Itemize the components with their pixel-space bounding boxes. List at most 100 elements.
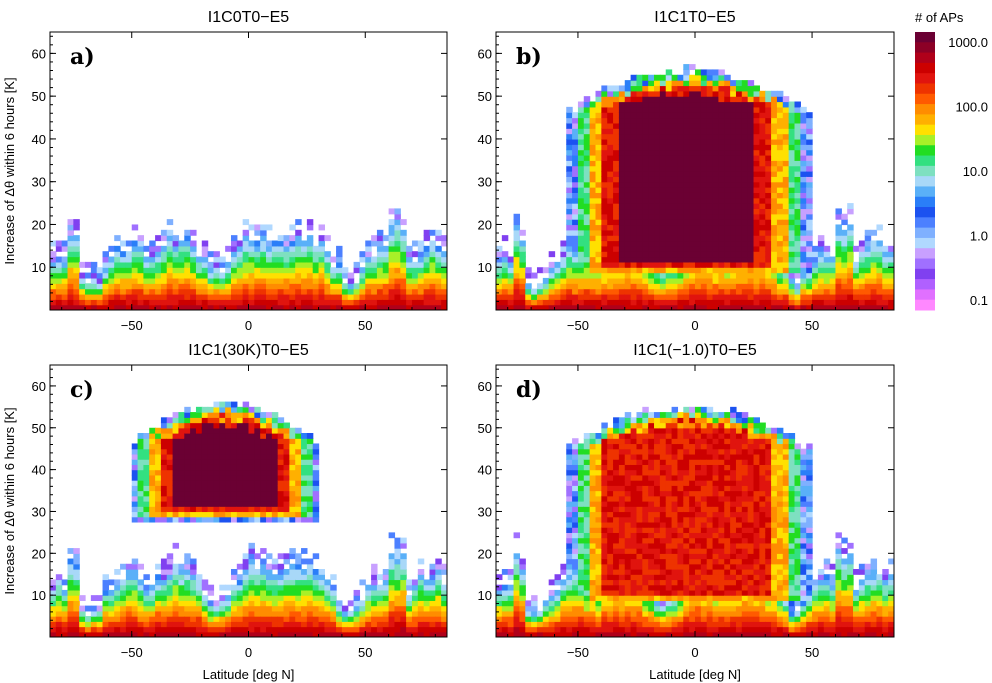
heatmap-cell: [102, 299, 109, 306]
heatmap-cell: [753, 117, 760, 124]
heatmap-cell: [172, 485, 180, 492]
heatmap-cell: [382, 584, 390, 591]
heatmap-cell: [613, 197, 620, 204]
heatmap-cell: [394, 600, 401, 607]
heatmap-cell: [207, 272, 215, 279]
heatmap-cell: [577, 106, 585, 113]
heatmap-cell: [888, 288, 894, 295]
heatmap-cell: [411, 626, 419, 633]
heatmap-cell: [423, 256, 431, 263]
heatmap-cell: [782, 267, 790, 274]
heatmap-cell: [695, 122, 702, 129]
heatmap-cell: [501, 605, 509, 612]
heatmap-cell: [712, 128, 720, 135]
heatmap-cell: [572, 542, 579, 549]
heatmap-cell: [583, 506, 591, 513]
heatmap-cell: [160, 569, 168, 575]
heatmap-cell: [283, 304, 290, 310]
heatmap-cell: [254, 277, 261, 284]
heatmap-cell: [613, 176, 620, 183]
heatmap-cell: [747, 304, 755, 310]
heatmap-cell: [114, 595, 121, 601]
heatmap-cell: [501, 272, 509, 279]
heatmap-cell: [794, 224, 801, 231]
heatmap-cell: [572, 261, 579, 268]
heatmap-cell: [137, 251, 145, 258]
heatmap-cell: [190, 610, 197, 617]
heatmap-cell: [306, 600, 314, 607]
heatmap-cell: [184, 610, 191, 617]
heatmap-cell: [388, 235, 396, 242]
x-tick-label: −50: [567, 318, 589, 333]
heatmap-cell: [178, 261, 185, 268]
heatmap-cell: [718, 240, 725, 247]
heatmap-cell: [659, 96, 667, 103]
heatmap-cell: [236, 304, 244, 310]
heatmap-cell: [108, 277, 115, 284]
heatmap-cell: [654, 85, 661, 92]
heatmap-cell: [207, 261, 215, 268]
heatmap-cell: [155, 480, 162, 486]
heatmap-cell: [601, 192, 608, 199]
heatmap-cell: [178, 569, 185, 575]
heatmap-cell: [388, 569, 396, 575]
heatmap-cell: [254, 304, 261, 310]
heatmap-cell: [496, 277, 503, 284]
heatmap-cell: [394, 616, 401, 622]
heatmap-cell: [336, 621, 343, 628]
heatmap-cell: [566, 213, 573, 220]
heatmap-cell: [213, 459, 220, 465]
heatmap-cell: [50, 616, 57, 622]
heatmap-cell: [417, 600, 425, 607]
heatmap-cell: [741, 240, 749, 247]
heatmap-cell: [400, 251, 407, 258]
heatmap-cell: [519, 267, 526, 274]
heatmap-cell: [406, 579, 413, 586]
heatmap-cell: [700, 96, 708, 103]
heatmap-cell: [289, 304, 296, 310]
heatmap-cell: [266, 293, 273, 300]
heatmap-cell: [195, 453, 203, 460]
heatmap-cell: [365, 584, 372, 591]
heatmap-cell: [271, 304, 279, 310]
heatmap-cell: [776, 90, 784, 97]
heatmap-cell: [753, 251, 760, 258]
heatmap-cell: [330, 288, 337, 295]
heatmap-cell: [624, 90, 632, 97]
heatmap-cell: [441, 261, 447, 268]
heatmap-cell: [277, 256, 285, 263]
heatmap-cell: [507, 605, 515, 612]
heatmap-cell: [429, 631, 436, 637]
heatmap-cell: [406, 277, 413, 284]
heatmap-cell: [771, 165, 778, 172]
heatmap-cell: [730, 235, 737, 242]
heatmap-cell: [96, 288, 104, 295]
heatmap-cell: [683, 251, 690, 258]
heatmap-cell: [519, 574, 526, 581]
heatmap-cell: [166, 267, 174, 274]
heatmap-cell: [735, 176, 743, 183]
heatmap-cell: [677, 229, 684, 236]
heatmap-cell: [137, 501, 145, 507]
heatmap-cell: [648, 112, 655, 119]
heatmap-cell: [870, 299, 878, 306]
heatmap-cell: [184, 256, 191, 263]
heatmap-cell: [295, 626, 302, 633]
heatmap-cell: [741, 277, 749, 284]
heatmap-cell: [166, 427, 174, 434]
heatmap-cell: [589, 283, 597, 290]
heatmap-cell: [560, 277, 567, 284]
heatmap-cell: [213, 448, 220, 455]
heatmap-cell: [700, 176, 708, 183]
heatmap-cell: [589, 548, 597, 554]
heatmap-cell: [90, 595, 98, 601]
heatmap-cell: [190, 412, 197, 418]
heatmap-cell: [172, 474, 180, 481]
heatmap-cell: [271, 422, 279, 429]
heatmap-cell: [589, 574, 597, 581]
heatmap-cell: [429, 261, 436, 268]
heatmap-cell: [759, 256, 766, 263]
heatmap-cell: [254, 584, 261, 591]
heatmap-cell: [248, 299, 255, 306]
heatmap-cell: [624, 304, 632, 310]
